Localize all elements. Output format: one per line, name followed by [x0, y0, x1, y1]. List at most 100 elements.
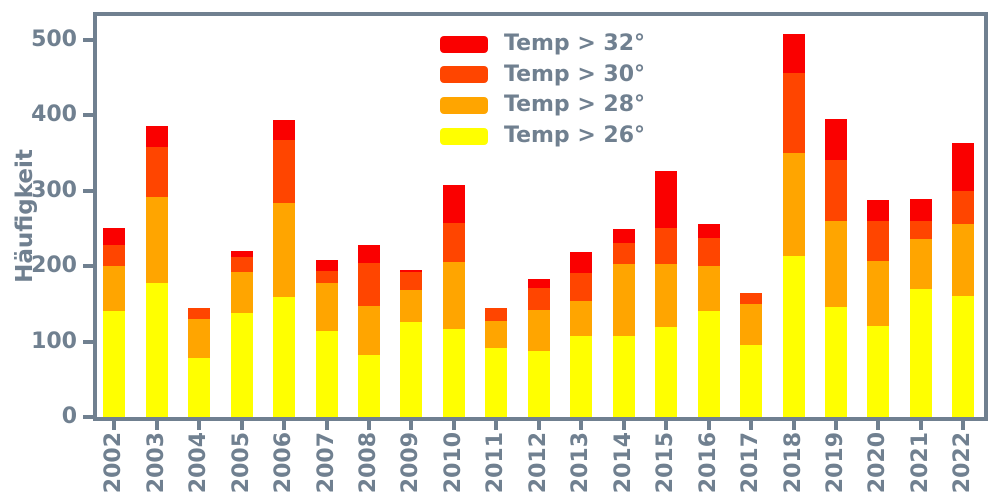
legend-swatch [440, 35, 488, 53]
legend-label: Temp > 26° [504, 123, 646, 149]
x-tick-mark [154, 421, 159, 430]
y-tick-mark [83, 264, 93, 268]
legend-label: Temp > 28° [504, 92, 646, 118]
legend-item: Temp > 30° [440, 61, 646, 87]
y-tick-mark [83, 37, 93, 42]
bar-segment-2003 [145, 196, 168, 284]
bar-segment-2022 [952, 191, 975, 225]
x-tick-label: 2020 [865, 432, 891, 494]
x-tick-label: 2002 [101, 432, 127, 494]
x-tick-label: 2017 [738, 432, 764, 494]
x-tick-label: 2016 [695, 432, 721, 494]
bar-segment-2007 [315, 259, 338, 272]
bar-segment-2018 [782, 152, 805, 257]
bar-segment-2015 [655, 264, 678, 328]
bar-segment-2021 [909, 221, 932, 239]
bar-segment-2020 [867, 326, 890, 417]
y-tick-label: 0 [61, 404, 77, 429]
bar-segment-2020 [867, 261, 890, 327]
bar-segment-2009 [400, 290, 423, 322]
bar-segment-2008 [358, 306, 380, 356]
x-tick-label: 2003 [143, 432, 169, 494]
bar-segment-2009 [400, 272, 423, 291]
bar-segment-2016 [697, 310, 720, 417]
legend-swatch [440, 66, 488, 84]
bar-segment-2013 [570, 272, 593, 301]
bar-segment-2008 [358, 355, 380, 417]
bar-segment-2003 [145, 147, 168, 197]
bar-segment-2019 [824, 306, 847, 417]
bar-segment-2014 [612, 243, 635, 265]
bar-segment-2016 [697, 223, 720, 239]
bar-segment-2012 [527, 309, 550, 352]
bar-segment-2013 [570, 336, 593, 417]
bar-segment-2003 [145, 283, 168, 417]
bar-segment-2011 [485, 321, 508, 348]
bar-segment-2015 [655, 228, 678, 265]
bar-segment-2015 [655, 170, 678, 229]
x-tick-mark [833, 421, 838, 430]
bar-segment-2002 [103, 228, 126, 245]
bar-segment-2007 [315, 330, 338, 417]
x-tick-mark [282, 421, 287, 430]
x-tick-label: 2019 [822, 432, 848, 494]
bar-segment-2018 [782, 256, 805, 417]
x-tick-label: 2005 [228, 432, 254, 494]
bar-segment-2021 [909, 288, 932, 417]
bar-segment-2014 [612, 336, 635, 417]
x-tick-label: 2013 [568, 432, 594, 494]
bar-segment-2002 [103, 244, 126, 266]
bar-segment-2016 [697, 238, 720, 266]
bar-segment-2013 [570, 300, 593, 337]
x-tick-mark [621, 421, 626, 430]
y-tick-mark [83, 188, 93, 193]
legend-item: Temp > 26° [440, 125, 645, 147]
bar-segment-2017 [740, 345, 763, 417]
bar-segment-2005 [230, 312, 253, 417]
bar-segment-2012 [527, 278, 550, 288]
bar-segment-2012 [527, 351, 550, 417]
bar-segment-2005 [230, 256, 253, 273]
y-tick-label: 300 [31, 177, 77, 203]
bar-segment-2017 [740, 303, 763, 346]
bar-segment-2009 [400, 269, 423, 273]
x-tick-label: 2018 [780, 432, 806, 494]
x-tick-mark [876, 421, 881, 430]
y-tick-label: 400 [31, 102, 77, 127]
legend-label: Temp > 30° [504, 61, 646, 87]
bar-segment-2006 [273, 119, 296, 140]
bar-segment-2004 [188, 308, 211, 319]
bar-segment-2007 [315, 271, 338, 284]
x-tick-mark [918, 421, 923, 430]
bar-segment-2010 [442, 262, 465, 330]
x-tick-label: 2008 [356, 432, 381, 494]
legend-label: Temp > 32° [504, 31, 646, 56]
bar-segment-2022 [952, 224, 975, 297]
bar-segment-2002 [103, 311, 126, 417]
bar-segment-2020 [867, 221, 890, 262]
bar-segment-2018 [782, 73, 805, 153]
bar-segment-2010 [442, 222, 465, 263]
x-tick-mark [451, 421, 456, 430]
y-tick-mark [83, 113, 93, 117]
x-tick-mark [791, 421, 796, 430]
legend-item: Temp > 32° [440, 33, 645, 55]
x-tick-mark [536, 421, 541, 430]
bar-segment-2003 [145, 126, 168, 148]
x-tick-label: 2015 [653, 432, 679, 494]
x-tick-label: 2011 [483, 432, 509, 494]
bar-segment-2022 [952, 142, 975, 192]
x-tick-mark [112, 421, 117, 430]
bar-segment-2010 [442, 329, 465, 417]
bar-segment-2009 [400, 321, 423, 417]
bar-segment-2013 [570, 252, 593, 273]
bar-segment-2002 [103, 266, 126, 312]
bar-segment-2018 [782, 34, 805, 74]
x-tick-mark [494, 421, 499, 430]
y-axis-title: Häufigkeit [12, 149, 38, 283]
x-tick-label: 2009 [398, 432, 424, 494]
bar-segment-2019 [824, 118, 847, 161]
x-tick-label: 2021 [907, 432, 933, 494]
x-tick-label: 2012 [525, 432, 551, 494]
